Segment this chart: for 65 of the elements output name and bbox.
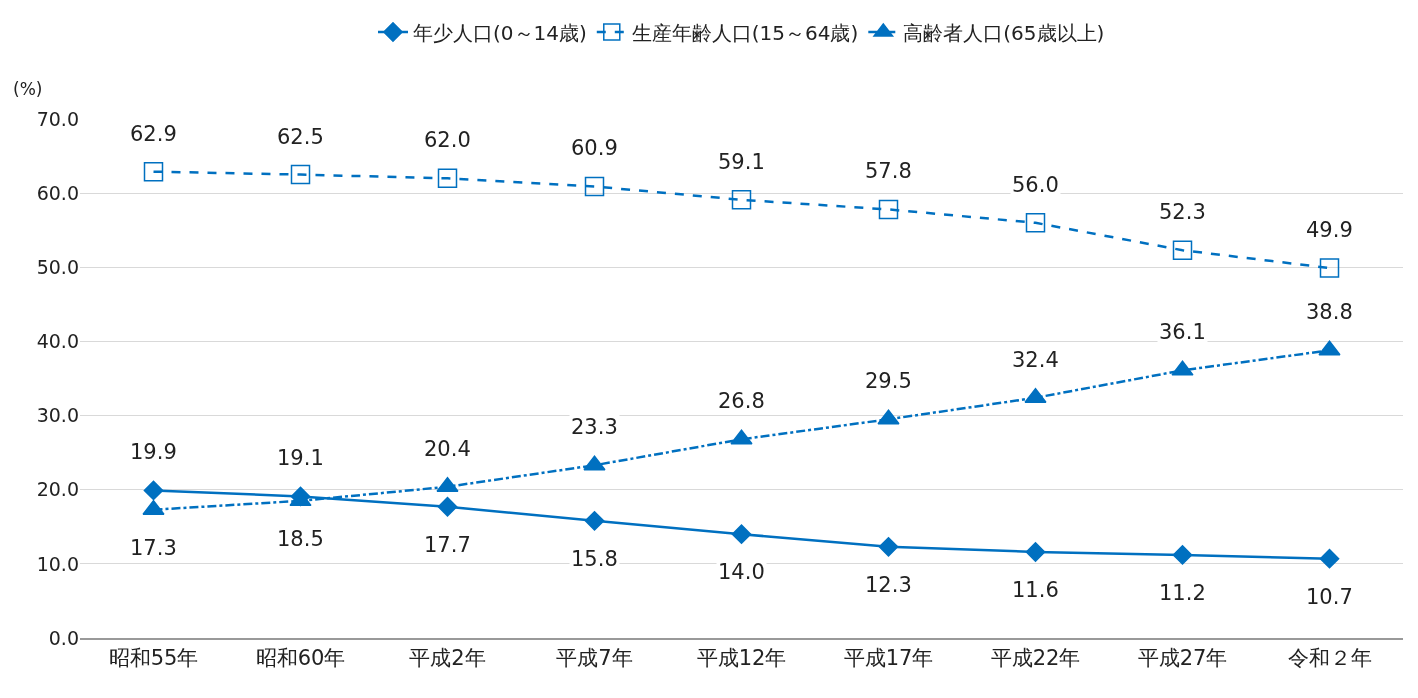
data-label: 60.9 — [571, 136, 618, 160]
data-label: 12.3 — [865, 573, 912, 597]
data-label: 62.0 — [424, 128, 471, 152]
x-tick-label: 昭和60年 — [255, 645, 346, 670]
y-tick-label: 60.0 — [36, 181, 79, 204]
legend-label: 生産年齢人口(15～64歳) — [631, 20, 859, 45]
x-tick-label: 令和２年 — [1287, 645, 1372, 670]
data-label: 52.3 — [1159, 200, 1206, 224]
data-label: 49.9 — [1306, 218, 1353, 242]
y-tick-label: 0.0 — [48, 626, 79, 649]
data-label: 62.9 — [130, 122, 177, 146]
data-label: 38.8 — [1306, 300, 1353, 324]
point — [437, 168, 458, 189]
y-tick-label: 40.0 — [36, 330, 79, 353]
point — [1025, 542, 1046, 562]
x-tick-label: 昭和55年 — [108, 645, 199, 670]
data-label: 11.6 — [1012, 578, 1059, 602]
data-label: 36.1 — [1159, 320, 1206, 344]
data-label: 10.7 — [1306, 585, 1353, 609]
x-tick-label: 平成17年 — [843, 645, 934, 670]
legend-label: 年少人口(0～14歳) — [413, 20, 587, 45]
point — [878, 199, 899, 220]
data-label: 62.5 — [277, 125, 324, 149]
data-label: 14.0 — [718, 560, 765, 584]
point — [1025, 213, 1046, 233]
point — [290, 164, 311, 185]
point — [584, 176, 605, 197]
point — [731, 190, 752, 210]
point — [1319, 548, 1340, 569]
y-tick-label: 30.0 — [36, 404, 79, 427]
data-label: 15.8 — [571, 547, 618, 571]
point — [1319, 258, 1340, 278]
point — [437, 496, 458, 517]
x-tick-label: 平成12年 — [696, 645, 787, 670]
data-label: 57.8 — [865, 159, 912, 183]
x-tick-label: 平成7年 — [556, 645, 633, 670]
data-label: 18.5 — [277, 527, 324, 551]
y-tick-label: 10.0 — [36, 552, 79, 575]
y-tick-label: 70.0 — [36, 107, 79, 130]
data-label: 23.3 — [571, 415, 618, 439]
y-axis-title: (%) — [13, 79, 43, 99]
data-label: 11.2 — [1159, 581, 1206, 605]
x-tick-label: 平成2年 — [409, 645, 486, 670]
point — [143, 480, 164, 501]
x-tick-label: 平成22年 — [990, 645, 1081, 670]
point — [1172, 545, 1193, 565]
data-label: 29.5 — [865, 369, 912, 393]
legend-label: 高齢者人口(65歳以上) — [903, 20, 1105, 45]
data-label: 59.1 — [718, 150, 765, 174]
point — [584, 511, 605, 531]
data-label: 17.3 — [130, 536, 177, 560]
point — [143, 161, 164, 182]
data-label: 20.4 — [424, 437, 471, 461]
point — [1172, 240, 1193, 260]
data-label: 26.8 — [718, 389, 765, 413]
y-tick-label: 50.0 — [36, 255, 79, 278]
data-label: 56.0 — [1012, 173, 1059, 197]
data-label: 32.4 — [1012, 348, 1059, 372]
data-label: 19.1 — [277, 446, 324, 470]
data-label: 19.9 — [130, 440, 177, 464]
point — [731, 524, 752, 545]
data-label: 17.7 — [424, 533, 471, 557]
x-tick-label: 平成27年 — [1137, 645, 1228, 670]
y-tick-label: 20.0 — [36, 478, 79, 501]
point — [878, 536, 899, 557]
